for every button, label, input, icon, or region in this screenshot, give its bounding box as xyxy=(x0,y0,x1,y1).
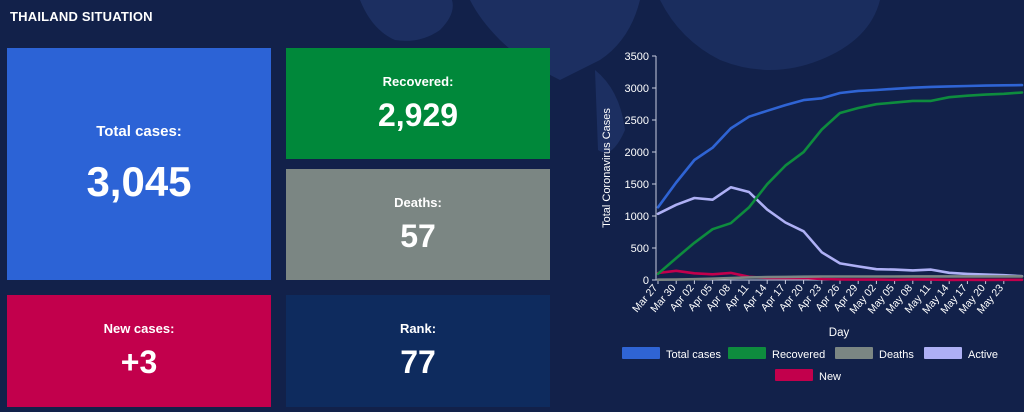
deaths-card: Deaths: 57 xyxy=(286,169,550,280)
series-line-deaths xyxy=(656,275,1024,281)
total-cases-label: Total cases: xyxy=(96,122,182,140)
rank-label: Rank: xyxy=(399,321,437,336)
y-tick-label: 3500 xyxy=(625,51,649,63)
y-tick-label: 3000 xyxy=(625,83,649,95)
series-line-total-cases xyxy=(656,83,1024,209)
deaths-value: 57 xyxy=(400,217,436,254)
deaths-label: Deaths: xyxy=(394,194,442,210)
legend-swatch-active xyxy=(924,347,962,359)
rank-value: 77 xyxy=(400,344,436,380)
y-tick-label: 2000 xyxy=(625,147,649,159)
new-cases-label: New cases: xyxy=(103,321,175,336)
legend-label-deaths: Deaths xyxy=(879,349,914,361)
new-cases-card: New cases: +3 xyxy=(7,295,271,407)
recovered-value: 2,929 xyxy=(377,96,459,133)
y-tick-label: 2500 xyxy=(625,115,649,127)
legend-swatch-deaths xyxy=(835,347,873,359)
series-line-active xyxy=(656,186,1024,278)
legend-label-active: Active xyxy=(968,349,998,361)
legend-label-new: New xyxy=(819,371,841,383)
rank-card: Rank: 77 xyxy=(286,295,550,407)
total-cases-value: 3,045 xyxy=(86,157,192,205)
recovered-card: Recovered: 2,929 xyxy=(286,48,550,159)
legend-label-total-cases: Total cases xyxy=(666,349,722,361)
legend-swatch-recovered xyxy=(728,347,766,359)
legend-swatch-total-cases xyxy=(622,347,660,359)
legend-label-recovered: Recovered xyxy=(772,349,825,361)
series-line-recovered xyxy=(656,91,1024,276)
total-cases-card: Total cases: 3,045 xyxy=(7,48,271,280)
series-line-new xyxy=(656,269,1024,282)
y-tick-label: 1000 xyxy=(625,211,649,223)
x-axis-title: Day xyxy=(829,327,850,339)
new-cases-value: +3 xyxy=(120,344,158,380)
recovered-label: Recovered: xyxy=(382,73,454,89)
y-tick-label: 500 xyxy=(631,243,649,255)
y-tick-label: 0 xyxy=(643,275,649,287)
y-axis-title: Total Coronavirus Cases xyxy=(601,108,613,228)
y-tick-label: 1500 xyxy=(625,179,649,191)
page-title: THAILAND SITUATION xyxy=(10,9,153,24)
legend-swatch-new xyxy=(775,369,813,381)
